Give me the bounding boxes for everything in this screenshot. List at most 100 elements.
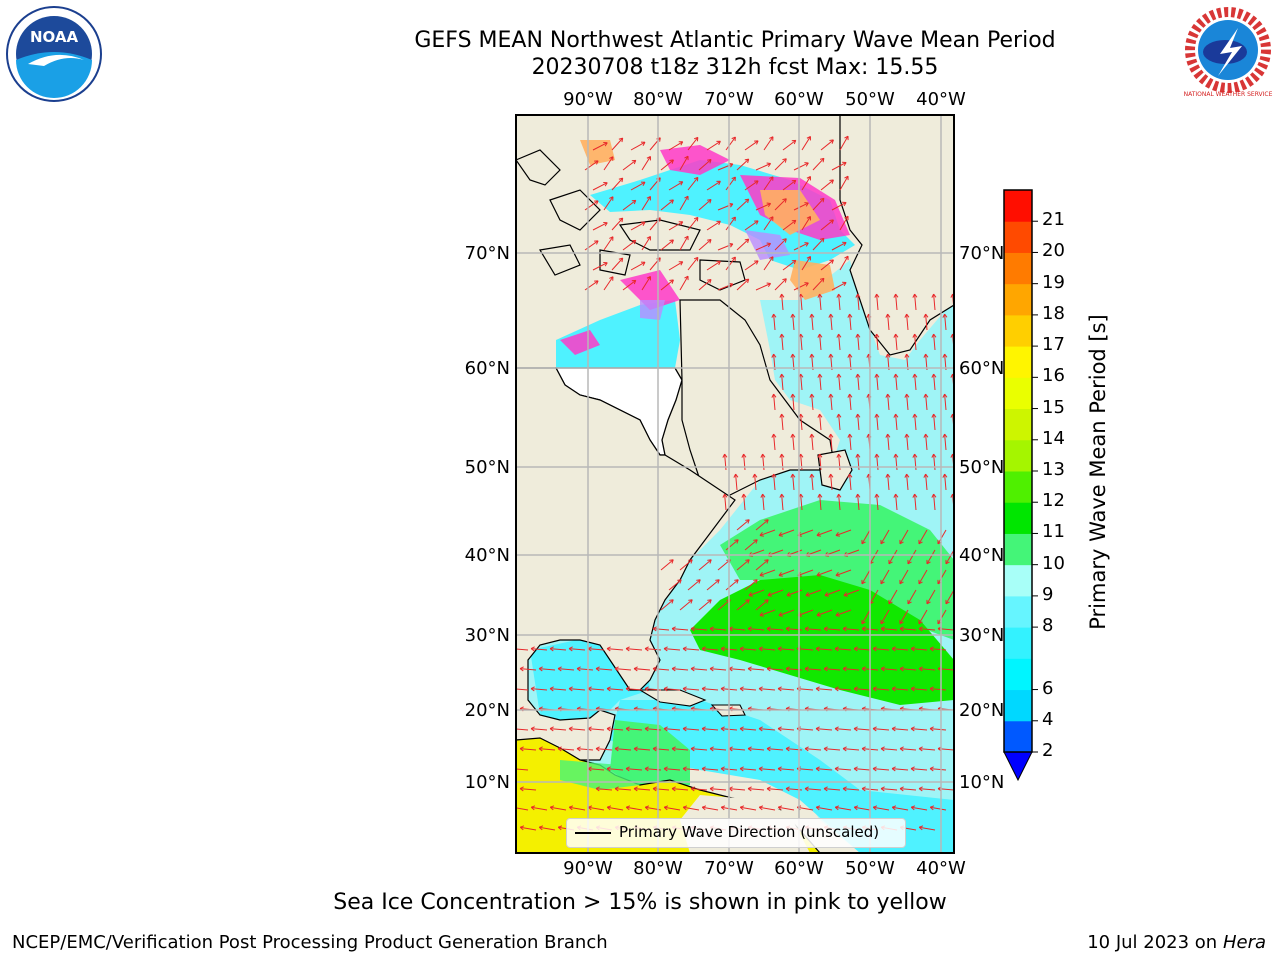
wave-arrow: [717, 203, 734, 211]
wave-arrow-head: [671, 786, 676, 792]
wave-arrow: [724, 494, 727, 511]
wave-arrow-head: [640, 141, 646, 146]
wave-arrow: [706, 260, 721, 271]
wave-arrow-head: [817, 413, 823, 418]
wave-arrow: [892, 806, 909, 811]
colorbar-segment: [1004, 502, 1032, 534]
wave-arrow-head: [747, 786, 752, 792]
wave-arrow-head: [891, 726, 896, 732]
wave-arrow: [800, 294, 803, 311]
map-legend: Primary Wave Direction (unscaled): [566, 818, 906, 848]
wave-arrow: [698, 559, 712, 571]
wave-arrow-head: [779, 453, 785, 458]
wave-arrow-head: [530, 805, 536, 811]
wave-arrow: [668, 221, 683, 231]
wave-arrow: [778, 569, 795, 576]
wave-arrow-head: [754, 140, 759, 145]
wave-arrow-head: [640, 181, 646, 186]
wave-arrow: [887, 434, 890, 451]
wave-arrow-head: [709, 666, 714, 672]
wave-arrow-head: [519, 666, 524, 672]
wave-arrow-head: [777, 805, 783, 811]
colorbar-tick-label: 20: [1042, 240, 1065, 262]
wave-arrow: [773, 394, 776, 411]
wave-arrow: [736, 238, 750, 251]
wave-arrow: [531, 728, 548, 731]
lon-label-bottom: 40°W: [916, 858, 966, 879]
wave-arrow: [683, 728, 700, 731]
wave-arrow-head: [759, 612, 764, 617]
wave-arrow-head: [771, 433, 777, 438]
wave-arrow: [838, 414, 841, 431]
wave-arrow: [755, 599, 769, 611]
wave-arrow-head: [806, 215, 811, 221]
wave-arrow-head: [834, 766, 839, 772]
wave-arrow-head: [834, 646, 839, 652]
lat-label-left: 30°N: [465, 625, 510, 646]
wave-arrow-head: [625, 726, 630, 732]
wave-arrow-head: [747, 666, 752, 672]
wave-arrow: [926, 589, 936, 605]
wave-arrow-head: [633, 746, 638, 752]
wave-arrow-head: [519, 746, 524, 752]
wave-arrow-head: [684, 235, 689, 241]
wave-arrow-head: [769, 216, 774, 221]
wave-arrow: [611, 217, 624, 231]
wave-arrow-head: [609, 156, 614, 161]
wave-arrow: [797, 806, 814, 811]
colorbar-tick-label: 16: [1042, 365, 1065, 387]
colorbar-tick-label: 2: [1042, 740, 1054, 761]
wave-arrow-head: [790, 433, 796, 438]
wave-arrow-head: [707, 559, 712, 564]
wave-arrow-head: [891, 766, 896, 772]
wave-arrow-head: [836, 333, 842, 338]
wave-arrow: [820, 139, 834, 151]
wave-arrow: [603, 276, 614, 291]
ocean-field-cyan-2: [610, 700, 954, 853]
wave-arrow-head: [707, 159, 712, 164]
wave-arrow-head: [734, 539, 739, 544]
wave-arrow: [835, 569, 852, 576]
wave-arrow: [812, 197, 825, 211]
wave-arrow-head: [557, 825, 563, 831]
swell-zone-light: [720, 500, 954, 640]
wave-arrow-head: [945, 599, 950, 605]
wave-arrow-head: [701, 686, 706, 692]
wave-arrow: [854, 728, 871, 731]
wave-arrow-head: [682, 726, 687, 732]
wave-arrow-head: [707, 239, 712, 244]
wave-arrow: [664, 688, 681, 691]
wave-arrow: [811, 474, 814, 491]
labrador-coast: [679, 299, 836, 501]
wave-arrow-head: [519, 786, 524, 792]
lat-label-right: 30°N: [959, 625, 1004, 646]
wave-arrow-head: [815, 646, 820, 652]
wave-arrow-head: [899, 666, 904, 672]
wave-arrow: [615, 748, 632, 751]
wave-arrow-head: [872, 726, 877, 732]
wave-arrow: [930, 768, 947, 771]
wave-arrow: [626, 768, 643, 771]
wave-arrow: [857, 414, 860, 431]
wave-arrow-head: [720, 686, 725, 692]
wave-arrow: [819, 494, 822, 511]
wave-arrow-head: [594, 280, 599, 285]
wave-arrow-head: [804, 242, 809, 247]
wave-arrow: [687, 257, 699, 271]
wave-arrow-head: [779, 333, 785, 338]
wave-arrow-head: [747, 746, 752, 752]
wave-arrow: [736, 519, 750, 531]
wave-arrow: [816, 648, 833, 651]
wave-arrow-head: [779, 413, 785, 418]
wave-arrow: [849, 434, 852, 451]
wave-arrow: [653, 668, 670, 671]
wave-arrow: [792, 434, 795, 451]
wave-arrow: [792, 474, 795, 491]
lat-label-right: 20°N: [959, 700, 1004, 721]
wave-arrow: [763, 176, 774, 191]
wave-arrow: [748, 589, 765, 596]
wave-arrow: [592, 182, 608, 191]
wave-arrow: [763, 256, 774, 271]
wave-arrow-head: [644, 646, 649, 652]
wave-arrow-head: [538, 666, 543, 672]
